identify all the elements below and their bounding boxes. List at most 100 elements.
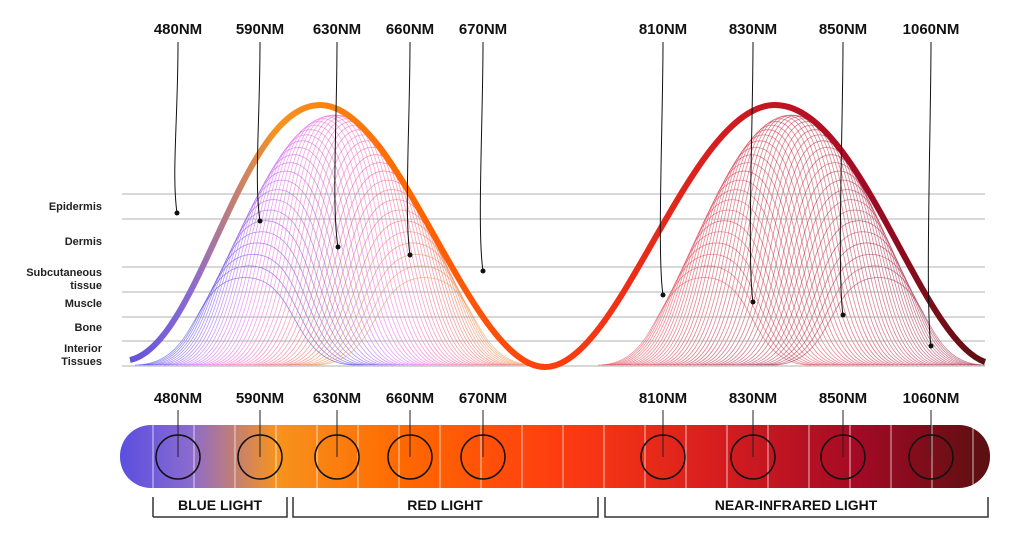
pointer-dot: [660, 292, 666, 298]
strand: [184, 154, 405, 366]
strand: [708, 129, 922, 366]
strand: [261, 147, 482, 366]
strand: [613, 231, 827, 366]
bar-ring: [908, 434, 954, 480]
strand: [645, 154, 859, 366]
strand: [274, 170, 495, 366]
strand: [724, 154, 938, 366]
bar-wavelength-label: 1060NM: [903, 390, 960, 407]
pointer: [839, 41, 844, 316]
strand: [700, 121, 914, 366]
wavelength-label: 630NM: [313, 21, 361, 38]
pointer: [174, 41, 179, 214]
strand: [704, 124, 918, 366]
pointer: [927, 41, 932, 347]
strand: [159, 209, 380, 366]
bar-ring: [387, 434, 433, 480]
pointer-dot: [335, 244, 341, 250]
pointer: [659, 41, 664, 296]
pointer-dot: [407, 252, 413, 258]
strand: [237, 118, 458, 366]
strand: [685, 114, 898, 366]
layer-lines: [122, 193, 985, 367]
bar-wavelength-label: 670NM: [459, 390, 507, 407]
wavelength-label: 810NM: [639, 21, 687, 38]
strand: [689, 115, 902, 366]
bar-ring: [820, 434, 866, 480]
strand: [253, 134, 474, 366]
wavelength-label: 850NM: [819, 21, 867, 38]
wavelength-label: 480NM: [154, 21, 202, 38]
strand: [294, 220, 515, 366]
bar-ring: [314, 434, 360, 480]
strand: [208, 121, 429, 366]
pointer: [256, 41, 261, 222]
strand: [772, 277, 986, 366]
pointer: [479, 41, 484, 272]
layer-label: Bone: [75, 322, 103, 334]
strand: [732, 170, 946, 366]
strand: [257, 140, 478, 366]
pointer-dot: [480, 268, 486, 274]
strand: [298, 231, 519, 366]
strand: [740, 189, 954, 366]
strand: [696, 118, 910, 366]
labels: Epidermis Dermis Subcutaneous tissue Muscle B…: [26, 21, 959, 513]
strand: [637, 170, 851, 366]
strand: [233, 116, 454, 366]
strand: [712, 134, 926, 366]
strand: [224, 114, 446, 366]
strand: [605, 253, 819, 366]
strand: [314, 277, 536, 366]
strand: [310, 265, 531, 366]
strand: [764, 253, 978, 366]
strand: [175, 170, 396, 366]
strand: [204, 124, 425, 366]
strand: [134, 277, 356, 366]
bar-wavelength-label: 630NM: [313, 390, 361, 407]
bar-ring: [460, 434, 506, 480]
strand: [278, 179, 499, 366]
strand: [756, 231, 970, 366]
main-curve: [129, 101, 987, 371]
strand: [653, 140, 867, 366]
wavelength-label: 590NM: [236, 21, 284, 38]
bar-wavelength-label: 660NM: [386, 390, 434, 407]
pointer-dot: [257, 218, 263, 224]
strand: [212, 118, 433, 366]
strand: [151, 231, 372, 366]
pointer-dot: [750, 299, 756, 305]
strand: [282, 189, 503, 366]
strand: [302, 242, 523, 366]
strand: [621, 209, 835, 366]
bar-dividers: [152, 425, 974, 488]
pointer: [406, 41, 411, 256]
layer-label: Dermis: [65, 236, 102, 248]
bar-wavelength-label: 810NM: [639, 390, 687, 407]
group-label: RED LIGHT: [407, 497, 483, 513]
bar-wavelength-label: 480NM: [154, 390, 202, 407]
layer-label: Subcutaneous tissue: [26, 267, 102, 292]
strand: [241, 121, 462, 366]
strand: [306, 253, 527, 366]
bar-wavelength-label: 830NM: [729, 390, 777, 407]
strand: [286, 199, 507, 366]
bar-ring: [640, 434, 686, 480]
pointer-dot: [174, 210, 180, 216]
wavelength-label: 830NM: [729, 21, 777, 38]
strand: [139, 265, 360, 366]
strand: [692, 116, 906, 366]
bar-wavelength-label: 850NM: [819, 390, 867, 407]
group-label: BLUE LIGHT: [178, 497, 262, 513]
strand: [245, 124, 466, 366]
strand: [768, 265, 982, 366]
strand: [744, 199, 958, 366]
strand: [665, 124, 879, 366]
strand: [601, 265, 815, 366]
strand: [290, 209, 511, 366]
strand: [167, 189, 388, 366]
strand: [265, 154, 486, 366]
pointer-dot: [928, 343, 934, 349]
strand: [629, 189, 843, 366]
